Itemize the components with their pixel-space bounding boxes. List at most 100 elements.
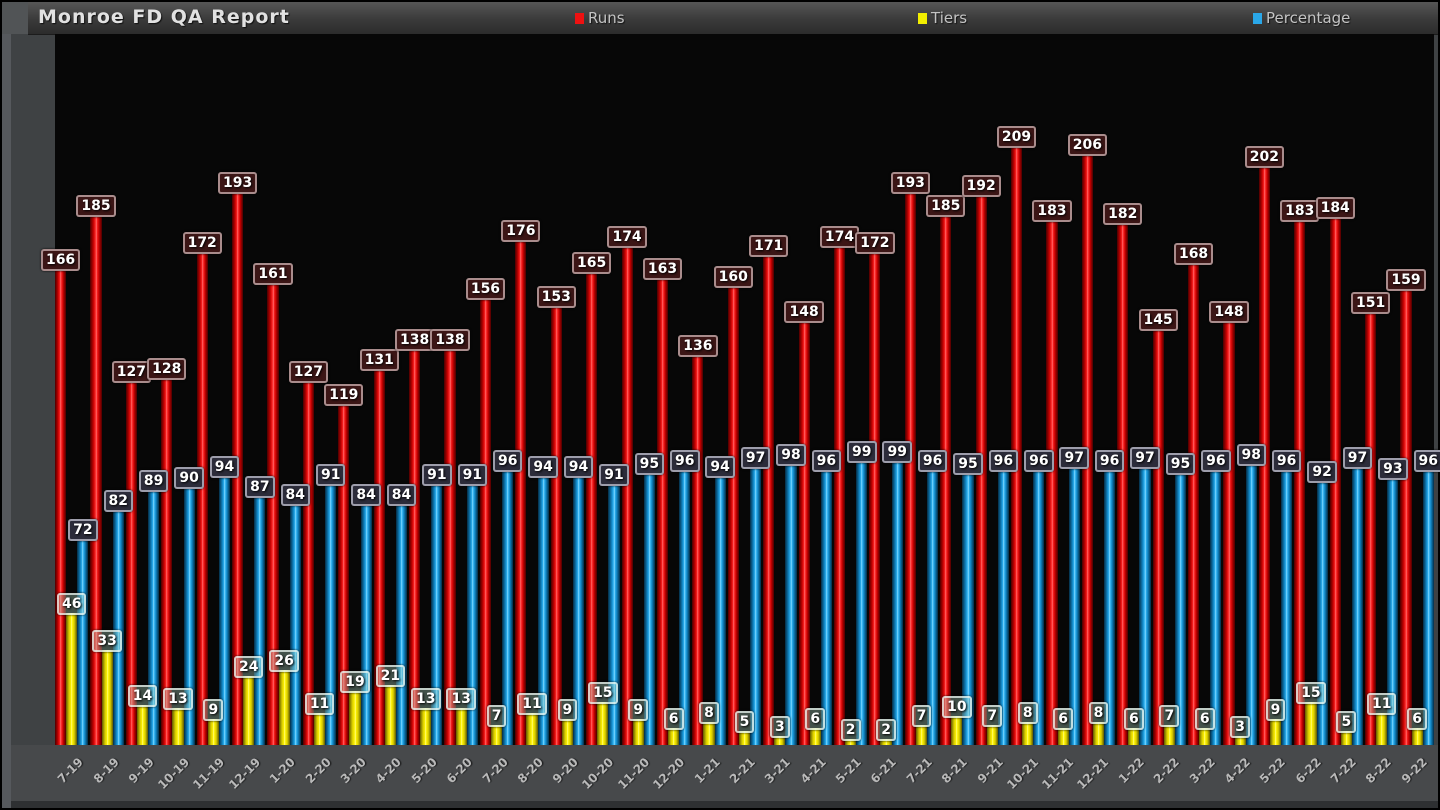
percentage-bar [1139, 467, 1151, 745]
percentage-bar [714, 476, 726, 745]
percentage-value-label: 93 [1378, 458, 1408, 480]
runs-bar-cell: 148 [784, 34, 824, 745]
percentage-bar [679, 470, 691, 745]
bar-group: 127 11 91 [288, 34, 346, 745]
tiers-bar [1305, 702, 1317, 745]
runs-bar-cell: 183 [1280, 34, 1320, 745]
x-axis-tick-label: 8-20 [514, 755, 546, 787]
x-axis-tick: 8-22 [1363, 745, 1398, 801]
tiers-value-label: 24 [234, 656, 264, 678]
percentage-value-label: 98 [1236, 444, 1266, 466]
tiers-bar-cell: 26 [269, 34, 299, 745]
percentage-bar-cell: 96 [1094, 34, 1125, 745]
x-axis-tick-label: 6-22 [1292, 755, 1324, 787]
percentage-bar-cell: 95 [634, 34, 665, 745]
runs-bar [727, 286, 739, 745]
percentage-bar [927, 470, 939, 745]
percentage-bar [537, 476, 549, 745]
x-axis-tick: 3-21 [762, 745, 797, 801]
percentage-bar [962, 473, 974, 745]
runs-value-label: 138 [395, 329, 435, 351]
x-axis-tick-label: 9-22 [1398, 755, 1430, 787]
tiers-bar [738, 731, 750, 745]
tiers-bar [491, 725, 503, 745]
bar-group: 182 6 97 [1103, 34, 1160, 745]
bar-group: 183 6 97 [1032, 34, 1089, 745]
x-axis-tick: 9-22 [1399, 745, 1434, 801]
runs-bar [1117, 223, 1129, 745]
tiers-bar-cell: 9 [1265, 34, 1286, 745]
percentage-bar-cell: 72 [68, 34, 98, 745]
x-axis-tick-label: 10-19 [155, 755, 193, 793]
runs-value-label: 172 [855, 232, 895, 254]
percentage-value-label: 95 [1165, 453, 1196, 475]
runs-value-label: 127 [288, 361, 329, 383]
bar-group: 185 33 82 [76, 34, 133, 745]
percentage-value-label: 96 [1413, 450, 1440, 472]
percentage-value-label: 94 [528, 456, 558, 478]
tiers-value-label: 19 [340, 671, 370, 693]
percentage-bar-cell: 96 [1201, 34, 1231, 745]
tiers-value-label: 21 [375, 665, 406, 687]
x-axis-labels: 7-19 8-19 9-19 10-19 11-19 12-19 1-20 2-20 3-20 4… [55, 745, 1434, 801]
runs-value-label: 183 [1280, 200, 1320, 222]
x-axis-tick-label: 9-19 [125, 755, 157, 787]
runs-bar-cell: 136 [678, 34, 718, 745]
x-axis-tick-label: 8-21 [938, 755, 971, 787]
runs-bar-cell: 209 [996, 34, 1037, 745]
x-axis-tick-label: 6-20 [443, 755, 476, 787]
runs-value-label: 153 [536, 286, 576, 308]
tiers-bar [349, 691, 361, 745]
bar-group: 161 26 84 [253, 34, 311, 745]
runs-bar-cell: 176 [501, 34, 541, 745]
x-axis-tick-label: 11-19 [190, 755, 228, 793]
bar-group: 172 2 99 [855, 34, 912, 745]
x-axis-tick: 11-19 [191, 745, 231, 801]
percentage-bar [112, 510, 124, 745]
runs-value-label: 148 [1209, 301, 1249, 323]
x-axis-tick: 10-19 [155, 745, 196, 801]
runs-bar-cell: 127 [288, 34, 329, 745]
runs-bar-cell: 131 [359, 34, 399, 745]
runs-bar [1010, 146, 1023, 745]
percentage-bar-cell: 99 [847, 34, 877, 745]
x-axis-tick-label: 3-22 [1186, 755, 1218, 787]
x-axis-tick-label: 8-22 [1363, 755, 1395, 787]
bar-group: 148 6 96 [784, 34, 842, 745]
runs-bar-cell: 185 [926, 34, 966, 745]
percentage-value-label: 84 [280, 484, 311, 506]
tiers-bar [455, 708, 467, 745]
tiers-value-label: 6 [805, 708, 826, 730]
percentage-value-label: 96 [1024, 450, 1054, 472]
runs-value-label: 192 [961, 175, 1001, 197]
percentage-value-label: 72 [68, 519, 98, 541]
tiers-value-label: 9 [203, 699, 224, 721]
runs-bar-cell: 193 [890, 34, 930, 745]
runs-bar-cell: 168 [1173, 34, 1214, 745]
percentage-bar [1316, 481, 1328, 745]
runs-bar [621, 246, 633, 745]
runs-value-label: 119 [324, 384, 364, 406]
percentage-bar [218, 476, 231, 745]
percentage-value-label: 95 [634, 453, 665, 475]
tiers-value-label: 15 [1296, 682, 1326, 704]
left-wall-decoration [2, 34, 11, 808]
x-axis-tick: 2-20 [302, 745, 338, 801]
tiers-bar [136, 705, 149, 745]
runs-bar-cell: 153 [536, 34, 576, 745]
bar-group: 184 5 97 [1315, 34, 1373, 745]
runs-value-label: 165 [572, 252, 612, 274]
tiers-bar [1022, 722, 1034, 745]
bar-group: 138 13 91 [430, 34, 488, 745]
percentage-bar-cell: 96 [1413, 34, 1440, 745]
x-axis-tick: 5-21 [833, 745, 868, 801]
percentage-bar-cell: 95 [953, 34, 983, 745]
runs-bar [515, 240, 527, 745]
tiers-value-label: 6 [1124, 708, 1144, 730]
runs-bar-cell: 145 [1138, 34, 1178, 745]
percentage-value-label: 97 [740, 447, 771, 469]
tiers-bar-cell: 19 [340, 34, 370, 745]
x-axis-tick: 8-19 [90, 745, 125, 801]
x-axis-tick-label: 5-22 [1257, 755, 1289, 787]
percentage-bar-cell: 99 [882, 34, 912, 745]
